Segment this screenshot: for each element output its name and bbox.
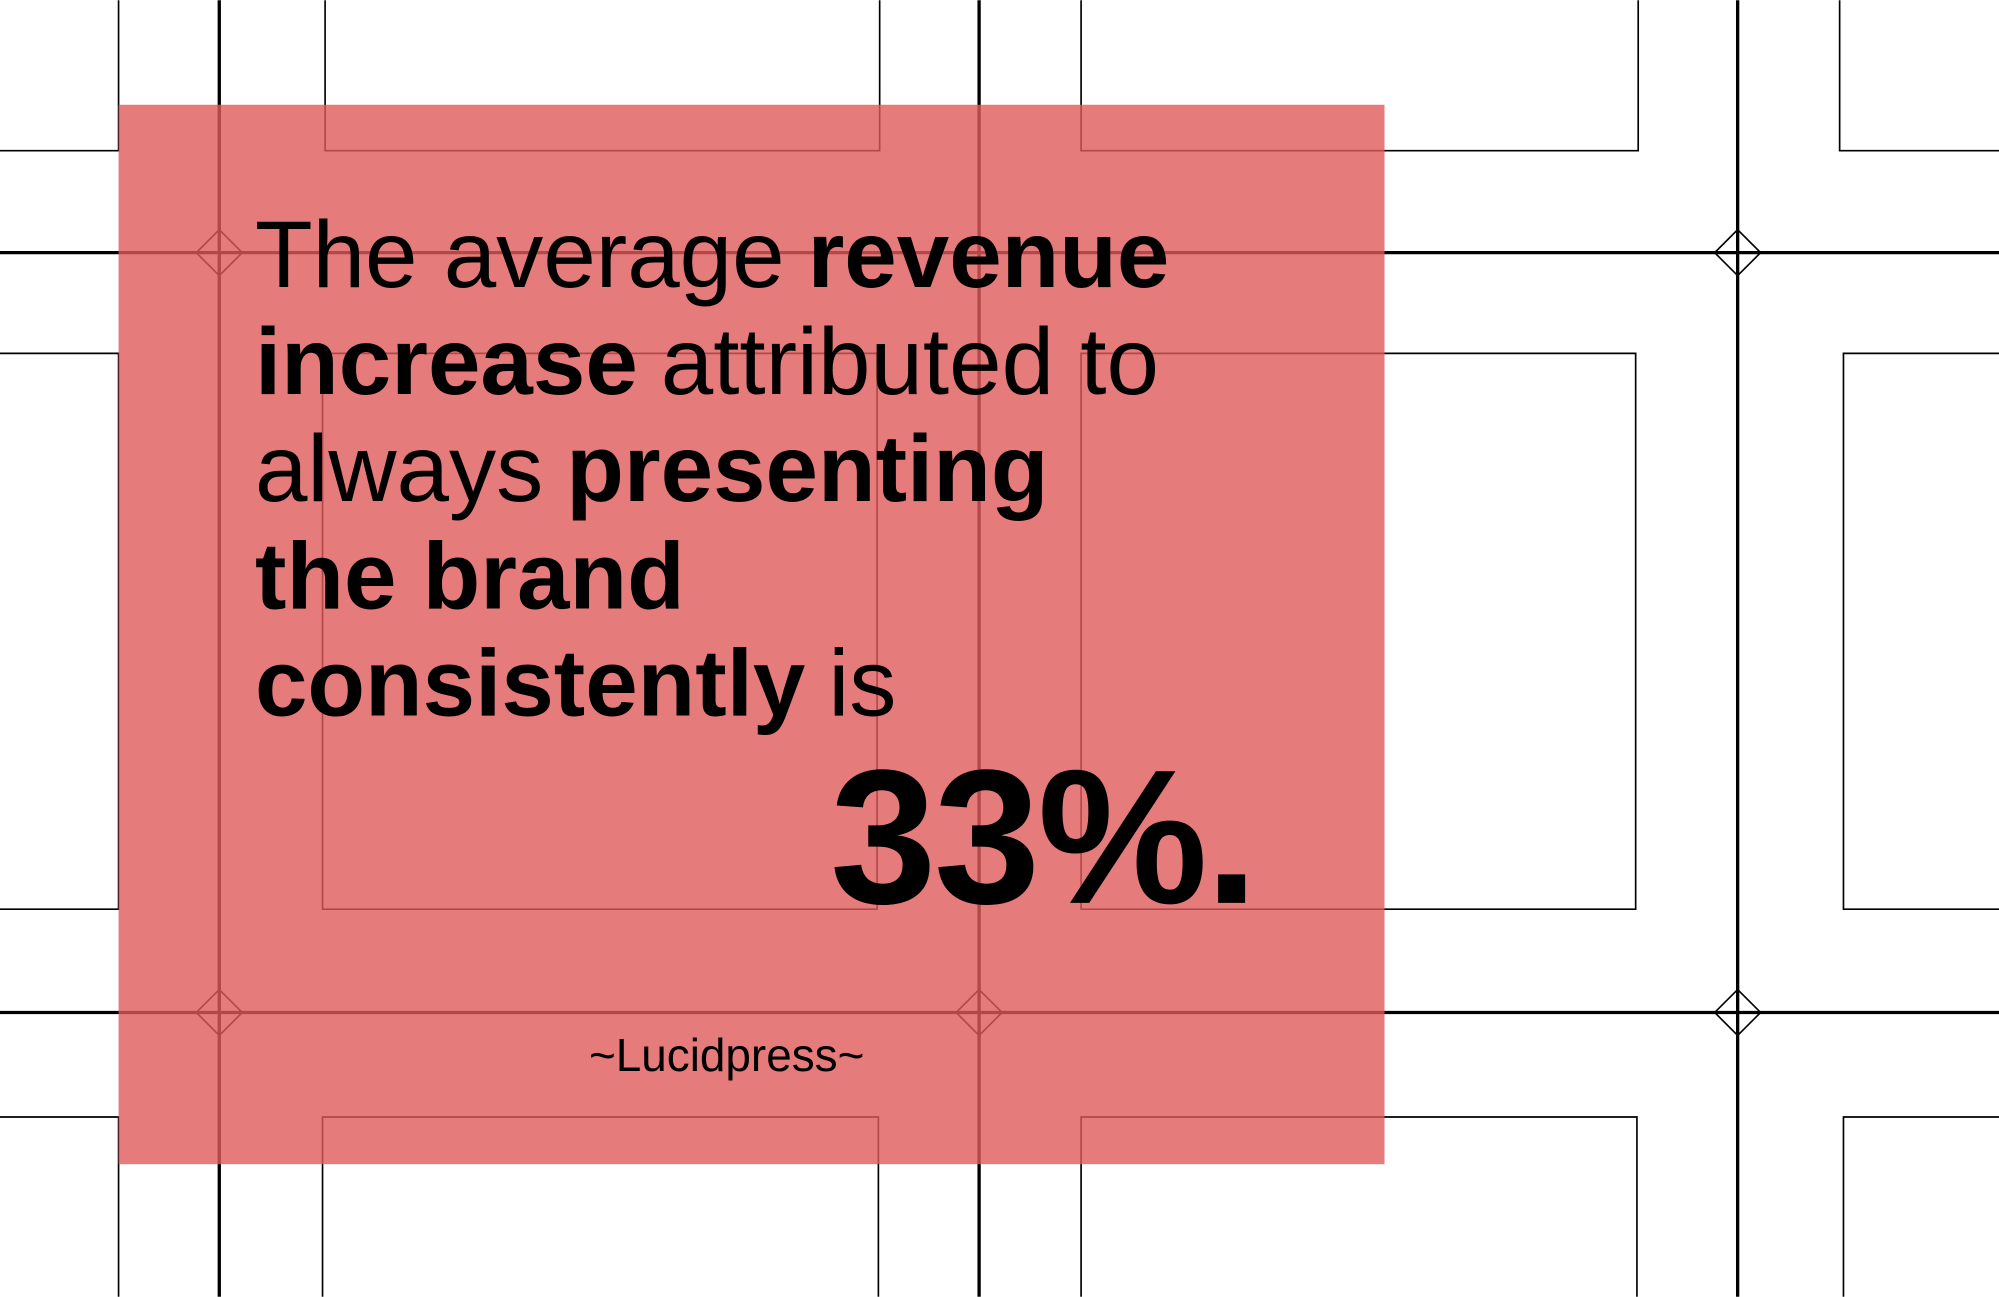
- diamond: [1713, 988, 1762, 1037]
- emphasis: consistently: [255, 630, 805, 735]
- quote-line: increase attributed to: [255, 309, 1159, 414]
- highlight-panel: [118, 104, 1385, 1165]
- headline-figure: 33%.: [830, 730, 1256, 944]
- quote-text: attributed to: [661, 309, 1159, 414]
- emphasis: revenue: [808, 202, 1170, 307]
- emphasis: presenting: [566, 416, 1048, 521]
- quote-line: The average revenue: [255, 202, 1169, 307]
- emphasis: increase: [255, 309, 638, 414]
- quote-text: is: [828, 630, 896, 735]
- quote-text: always: [255, 416, 543, 521]
- quote-text: The average: [255, 202, 785, 307]
- quote-line: always presenting: [255, 416, 1048, 521]
- quote-line: the brand: [255, 523, 685, 628]
- quote-line: consistently is: [255, 630, 896, 735]
- diamond: [1713, 228, 1762, 277]
- source: ~Lucidpress~: [589, 1029, 864, 1081]
- emphasis: the brand: [255, 523, 685, 628]
